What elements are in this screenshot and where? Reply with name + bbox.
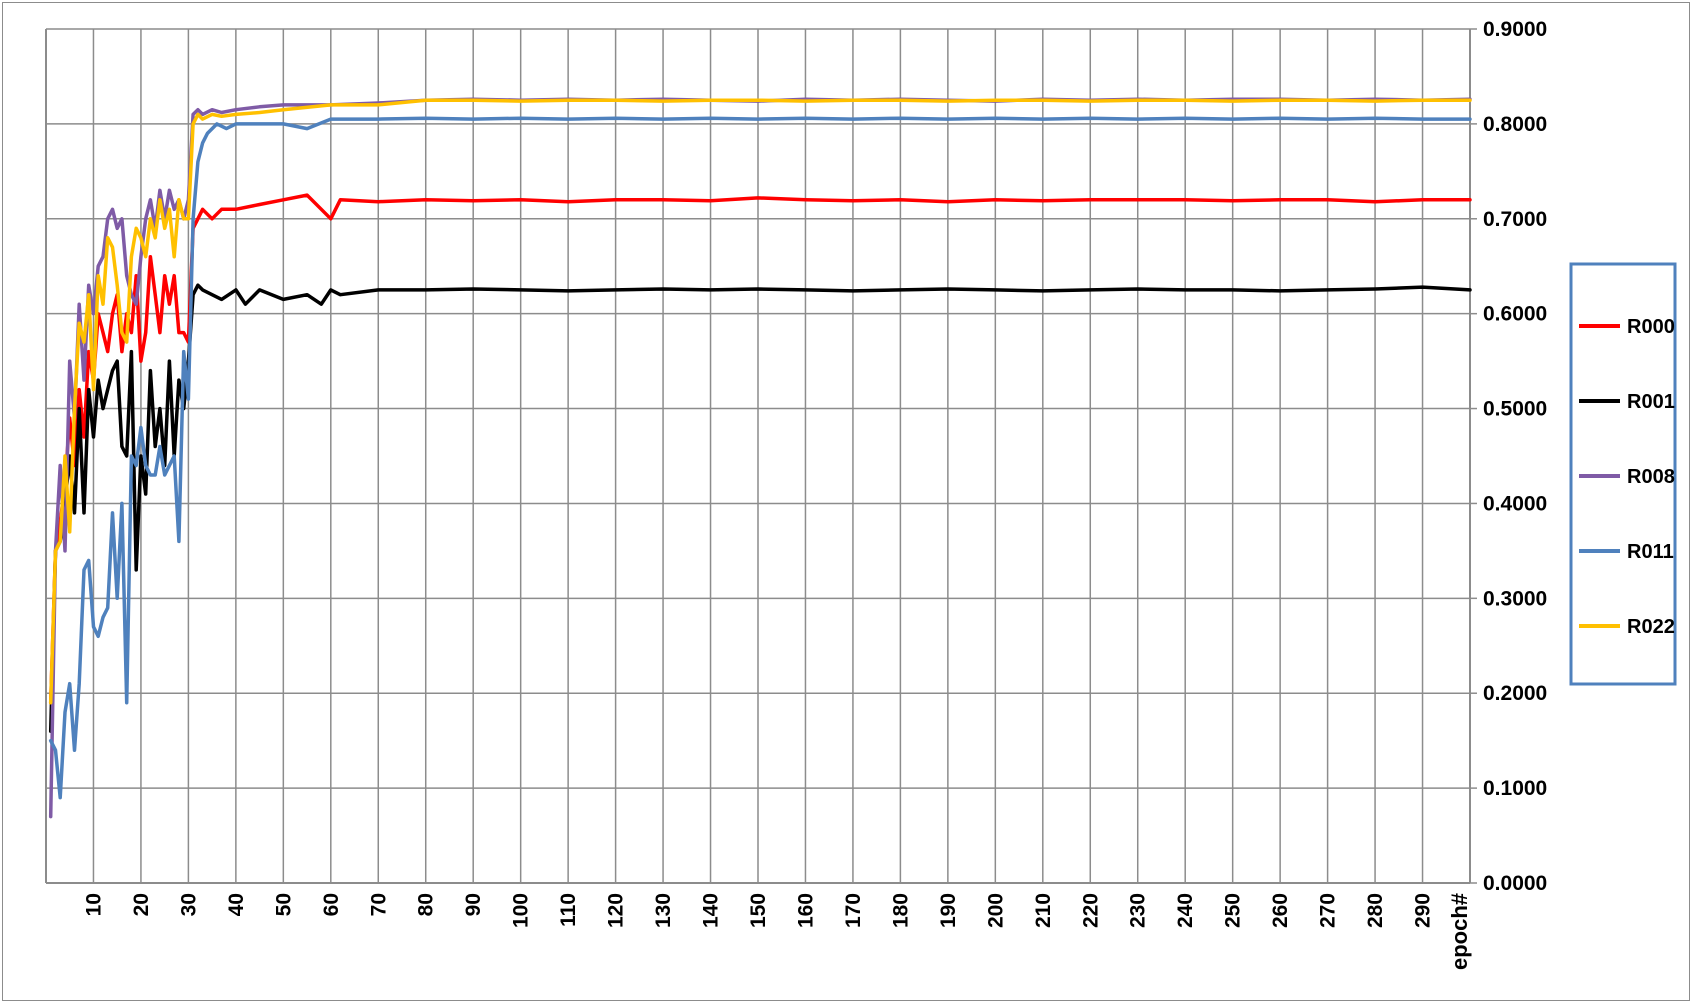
legend: R000 R001 R008 R011 R022 [1569, 262, 1677, 686]
legend-entries: R000 R001 R008 R011 R022 [1579, 316, 1675, 638]
x-tick-label: 210 [1032, 893, 1055, 928]
x-tick-label: 170 [842, 893, 865, 928]
y-tick-label: 0.6000 [1483, 303, 1547, 326]
y-tick-label: 0.0000 [1483, 872, 1547, 895]
legend-label-r011: R011 [1627, 541, 1674, 563]
y-tick-label: 0.8000 [1483, 113, 1547, 136]
x-tick-label: 160 [794, 893, 817, 928]
series-lines [48, 97, 1472, 819]
series-line-r000 [48, 193, 1472, 705]
x-tick-label: 100 [510, 893, 533, 928]
series-line-r001 [48, 283, 1472, 733]
x-tick-label: 30 [177, 893, 200, 916]
x-tick-label: 280 [1364, 893, 1387, 928]
x-tick-label: 290 [1412, 893, 1435, 928]
y-tick-label: 0.5000 [1483, 398, 1547, 421]
x-tick-label: 200 [984, 893, 1007, 928]
x-tick-label: 20 [130, 893, 153, 916]
x-tick-label: 140 [700, 893, 723, 928]
y-tick-label: 0.7000 [1483, 208, 1547, 231]
y-tick-label: 0.4000 [1483, 492, 1547, 515]
legend-label-r001: R001 [1627, 391, 1675, 413]
x-tick-label: 220 [1079, 893, 1102, 928]
x-tick-label: 240 [1174, 893, 1197, 928]
y-tick-label: 0.1000 [1483, 777, 1547, 800]
series-line-r022 [48, 98, 1472, 705]
y-tick-label: 0.9000 [1483, 18, 1547, 41]
x-tick-label: 270 [1317, 893, 1340, 928]
legend-label-r008: R008 [1627, 466, 1675, 488]
x-tick-label: 130 [652, 893, 675, 928]
axes [45, 29, 1471, 884]
series-line-r011 [48, 116, 1472, 800]
legend-label-r022: R022 [1627, 616, 1675, 638]
x-tick-label: 70 [367, 893, 390, 916]
x-tick-label: 150 [747, 893, 770, 928]
x-tick-label: 60 [320, 893, 343, 916]
x-tick-label: 50 [272, 893, 295, 916]
x-tick-label: 80 [415, 893, 438, 916]
y-axis-tick-labels: 0.0000 0.1000 0.2000 0.3000 0.4000 0.5000 0.60… [1483, 18, 1547, 895]
x-axis-tick-labels: 10 20 30 40 50 60 70 80 90 100 110 120 130 140 150 160 1… [82, 893, 1434, 928]
x-tick-label: 260 [1269, 893, 1292, 928]
y-tick-label: 0.2000 [1483, 682, 1547, 705]
x-tick-label: 250 [1222, 893, 1245, 928]
x-tick-label: 190 [937, 893, 960, 928]
x-tick-label: 120 [605, 893, 628, 928]
x-tick-label: 90 [462, 893, 485, 916]
x-tick-label: 230 [1127, 893, 1150, 928]
y-tick-label: 0.3000 [1483, 587, 1547, 610]
x-tick-label: 180 [889, 893, 912, 928]
legend-label-r000: R000 [1627, 316, 1675, 338]
line-chart: 0.0000 0.1000 0.2000 0.3000 0.4000 0.5000 0.60… [45, 18, 1677, 970]
x-tick-label: 110 [557, 893, 580, 927]
x-axis-title: epoch# [1447, 893, 1472, 970]
x-tick-label: 10 [82, 893, 105, 916]
x-tick-label: 40 [225, 893, 248, 916]
